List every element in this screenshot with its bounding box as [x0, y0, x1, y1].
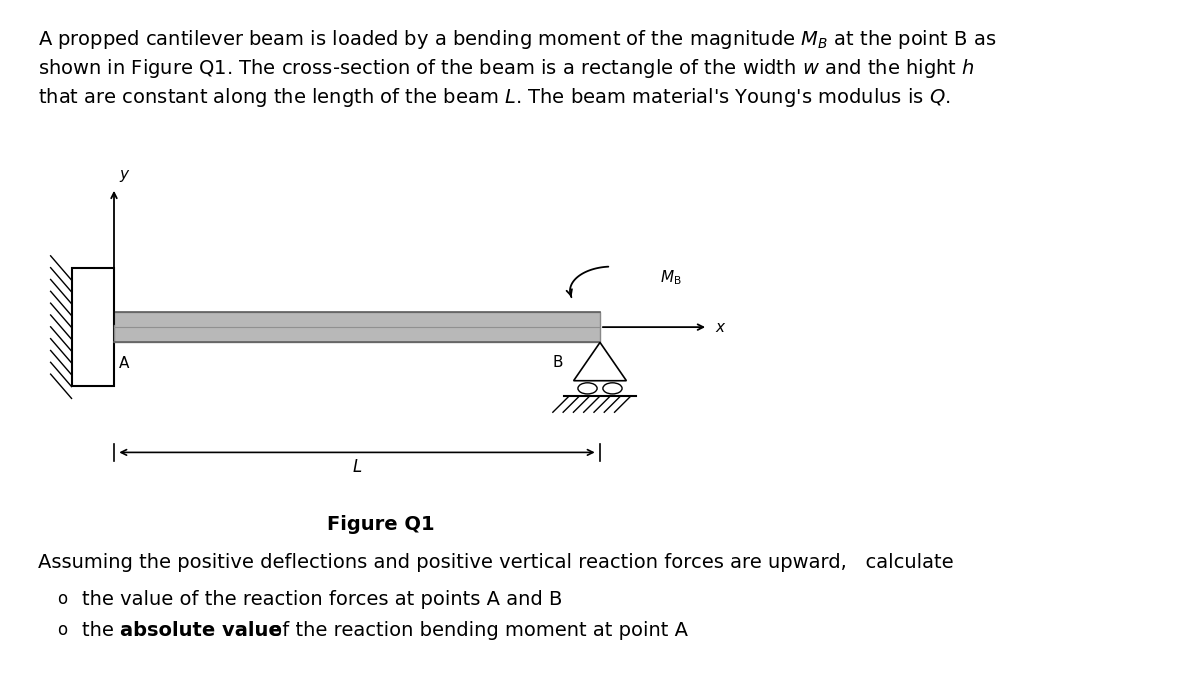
Text: o: o [58, 621, 67, 639]
Text: $x$: $x$ [715, 319, 727, 335]
Text: the: the [82, 621, 120, 640]
Text: $y$: $y$ [119, 168, 131, 184]
Text: $L$: $L$ [352, 458, 362, 476]
Text: o: o [58, 590, 67, 608]
Text: A: A [119, 356, 130, 372]
Text: $M_{\mathrm{B}}$: $M_{\mathrm{B}}$ [660, 268, 682, 287]
Text: absolute value: absolute value [120, 621, 282, 640]
Text: A propped cantilever beam is loaded by a bending moment of the magnitude $M_B$ a: A propped cantilever beam is loaded by a… [38, 28, 997, 51]
Text: the value of the reaction forces at points A and B: the value of the reaction forces at poin… [82, 590, 562, 609]
Text: Assuming the positive deflections and positive vertical reaction forces are upwa: Assuming the positive deflections and po… [38, 553, 954, 572]
Text: B: B [552, 355, 563, 370]
Text: shown in Figure Q1. The cross-section of the beam is a rectangle of the width $w: shown in Figure Q1. The cross-section of… [38, 57, 976, 80]
Polygon shape [114, 312, 600, 342]
Polygon shape [574, 342, 626, 381]
Text: of the reaction bending moment at point A: of the reaction bending moment at point … [264, 621, 688, 640]
Polygon shape [72, 268, 114, 386]
Circle shape [578, 383, 598, 394]
Text: Figure Q1: Figure Q1 [328, 515, 434, 534]
Circle shape [602, 383, 622, 394]
Text: that are constant along the length of the beam $L$. The beam material's Young's : that are constant along the length of th… [38, 86, 950, 109]
